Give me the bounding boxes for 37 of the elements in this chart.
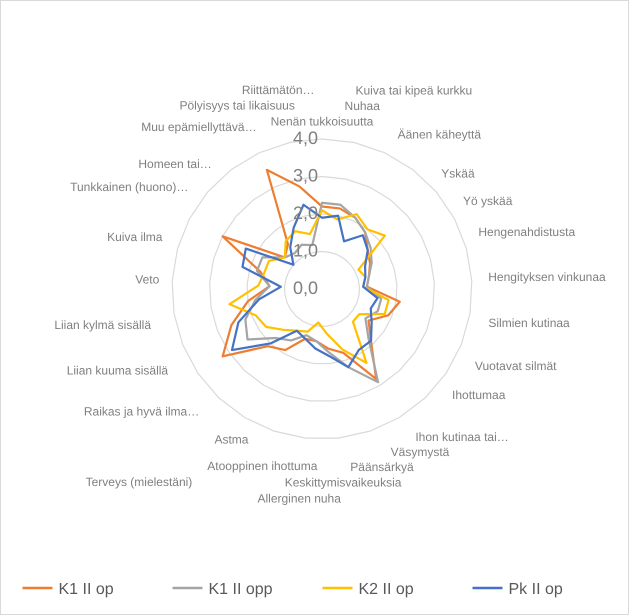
spoke-label: Astma bbox=[214, 432, 249, 446]
legend-label: K2 II op bbox=[358, 581, 414, 598]
spoke-label: Ihottumaa bbox=[452, 388, 506, 402]
spoke-label: Keskittymisvaikeuksia bbox=[284, 476, 402, 490]
spoke-label: Terveys (mielestäni) bbox=[86, 475, 192, 490]
spoke-label: Muu epämiellyttävä… bbox=[141, 120, 257, 134]
y-tick-label: 4,0 bbox=[292, 128, 318, 148]
legend-label: K1 II op bbox=[58, 581, 114, 598]
spoke-label: Silmien kutinaa bbox=[488, 316, 570, 330]
spoke-label: Kuiva ilma bbox=[107, 230, 163, 244]
spoke-label: Vuotavat silmät bbox=[474, 359, 558, 374]
legend-label: Pk II op bbox=[508, 581, 563, 598]
spoke-label: Tunkkainen (huono)… bbox=[70, 180, 188, 194]
spoke-label: Liian kylmä sisällä bbox=[54, 318, 152, 332]
spoke-label: Äänen käheyttä bbox=[398, 128, 482, 142]
y-tick-label: 0,0 bbox=[292, 278, 318, 298]
spoke-label: Yskää bbox=[441, 166, 475, 181]
spoke-label: Allerginen nuha bbox=[258, 492, 342, 506]
spoke-label: Päänsärkyä bbox=[350, 460, 414, 474]
spoke-label: Kuiva tai kipeä kurkku bbox=[355, 83, 472, 98]
spoke-label: Ihon kutinaa tai… bbox=[415, 430, 509, 444]
spoke-label: Yö yskää bbox=[463, 194, 513, 208]
spoke-label: Veto bbox=[135, 272, 160, 287]
y-tick-label: 1,0 bbox=[292, 240, 318, 260]
spoke-label: Liian kuuma sisällä bbox=[66, 364, 168, 378]
spoke-label: Pölyisyys tai likaisuus bbox=[179, 98, 295, 113]
y-tick-label: 3,0 bbox=[292, 165, 318, 186]
spoke-label: Hengityksen vinkunaa bbox=[488, 270, 606, 284]
spoke-label: Raikas ja hyvä ilma… bbox=[84, 404, 200, 418]
spoke-label: Nuhaa bbox=[344, 99, 380, 114]
spoke-label: Väsymystä bbox=[390, 444, 450, 459]
spoke-label: Atooppinen ihottuma bbox=[207, 459, 318, 474]
legend-label: K1 II opp bbox=[208, 581, 273, 598]
spoke-label: Hengenahdistusta bbox=[478, 225, 576, 240]
spoke-label: Homeen tai… bbox=[138, 157, 212, 172]
spoke-label: Nenän tukkoisuutta bbox=[270, 114, 374, 128]
spoke-label: Riittämätön… bbox=[242, 82, 315, 97]
